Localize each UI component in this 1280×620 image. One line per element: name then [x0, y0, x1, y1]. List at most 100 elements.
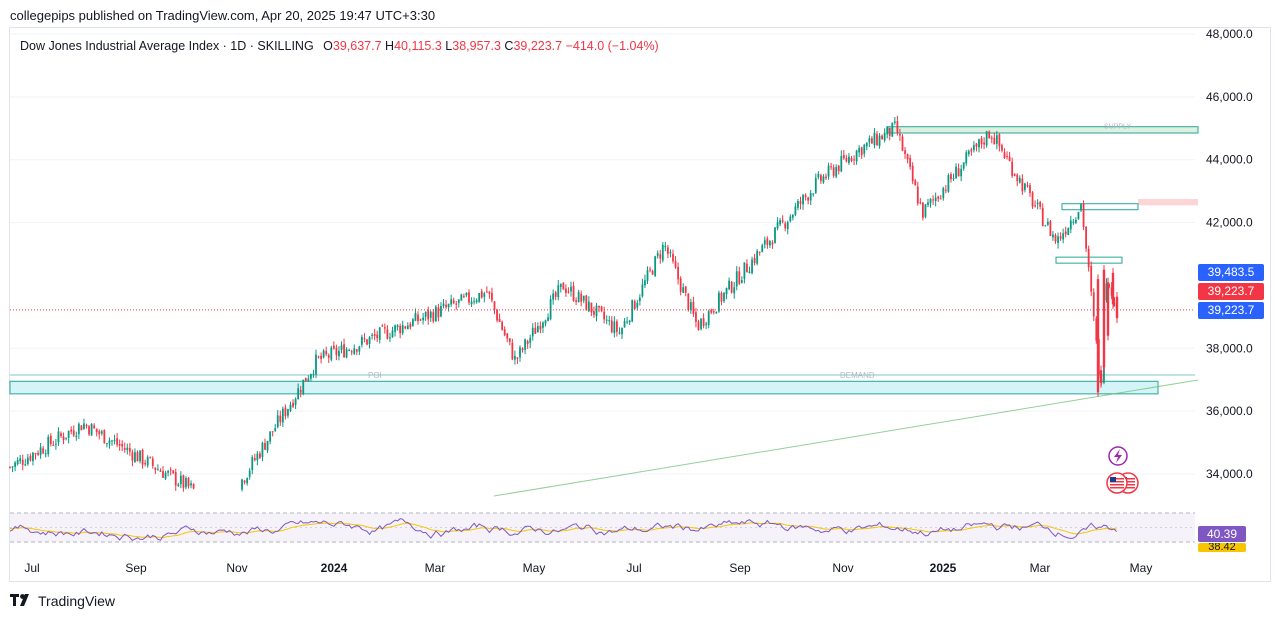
candle-body: [934, 197, 937, 202]
candle-body: [531, 327, 534, 337]
candle-body: [735, 271, 738, 287]
footer-branding[interactable]: TradingView: [10, 593, 115, 609]
candle-body: [835, 167, 838, 177]
candle-body: [437, 307, 440, 318]
candle-body: [692, 301, 695, 314]
overlays-layer: [10, 309, 1199, 497]
candle-body: [417, 314, 419, 322]
x-tick-label: Sep: [125, 561, 147, 575]
candle-body: [529, 337, 532, 343]
candle-body: [118, 444, 121, 446]
candle-body: [1111, 272, 1115, 305]
candle-body: [514, 355, 516, 360]
candle-body: [1090, 265, 1093, 292]
candle-body: [350, 351, 353, 353]
footer-logo-text: TradingView: [38, 593, 116, 609]
candle-body: [633, 301, 636, 309]
candle-body: [455, 303, 458, 305]
candle-body: [325, 351, 328, 355]
candle-body: [483, 293, 486, 297]
candle-body: [284, 407, 287, 417]
trendline: [493, 379, 1199, 497]
candle-body: [338, 350, 340, 357]
candle-body: [853, 159, 855, 161]
candle-body: [863, 144, 866, 154]
candle-body: [134, 452, 136, 462]
candle-body: [404, 326, 407, 329]
candle-body: [820, 175, 822, 181]
candle-body: [544, 320, 547, 324]
candle-body: [72, 430, 75, 436]
candle-body: [511, 342, 514, 360]
candle-body: [656, 253, 659, 256]
candle-body: [682, 287, 685, 293]
tradingview-logo-icon: [10, 593, 34, 609]
candle-body: [1092, 292, 1095, 317]
candle-body: [1077, 212, 1080, 220]
candle-body: [547, 317, 549, 322]
candle-body: [167, 471, 169, 473]
candle-body: [651, 270, 654, 275]
candle-body: [689, 302, 692, 310]
x-tick-label: May: [523, 561, 546, 575]
open-label: O: [323, 39, 333, 53]
candle-body: [618, 332, 621, 334]
candle-body: [373, 333, 376, 337]
candle-body: [440, 306, 442, 317]
candle-body: [998, 134, 1001, 147]
candle-body: [498, 318, 501, 322]
candle-body: [674, 261, 677, 268]
candle-body: [141, 449, 144, 465]
candle-body: [840, 155, 843, 172]
candle-body: [552, 293, 555, 300]
candle-body: [386, 329, 389, 339]
candle-body: [371, 334, 373, 336]
candle-body: [34, 453, 37, 455]
candle-body: [391, 330, 394, 338]
candle-body: [710, 309, 713, 313]
supply-zone-label: SUPPLY: [1104, 124, 1131, 131]
candle-body: [789, 216, 792, 222]
x-tick-label: Sep: [729, 561, 751, 575]
candle-body: [1057, 236, 1059, 244]
candle-body: [266, 440, 269, 451]
x-tick-label: Jul: [24, 561, 39, 575]
candle-body: [725, 287, 728, 295]
candle-body: [868, 138, 871, 143]
candle-body: [294, 398, 297, 405]
candle-body: [557, 285, 560, 298]
candle-body: [580, 293, 583, 302]
candle-body: [646, 270, 649, 281]
low-value: 38,957.3: [452, 39, 501, 53]
candle-body: [978, 139, 980, 148]
candle-body: [605, 319, 608, 321]
candle-body: [468, 292, 470, 303]
candle-body: [761, 245, 764, 253]
candle-body: [720, 293, 723, 302]
candle-body: [1052, 234, 1054, 238]
x-tick-label: Mar: [425, 561, 446, 575]
candle-body: [873, 132, 876, 146]
candle-body: [1006, 156, 1008, 158]
change-value: −414.0 (−1.04%): [565, 39, 659, 53]
candle-body: [623, 321, 626, 328]
candle-body: [740, 280, 743, 283]
candle-body: [401, 325, 404, 334]
candle-body: [669, 252, 672, 254]
candle-body: [672, 253, 674, 262]
candle-body: [304, 377, 307, 382]
candle-body: [888, 127, 891, 136]
candle-body: [753, 257, 756, 263]
candle-body: [445, 304, 447, 308]
low-label: L: [445, 39, 453, 53]
candle-body: [952, 178, 955, 180]
candle-body: [47, 437, 50, 455]
candle-body: [67, 430, 70, 438]
flag-canton: [1110, 477, 1116, 482]
candle-body: [554, 292, 557, 297]
candle-body: [621, 328, 623, 335]
candle-body: [644, 280, 646, 286]
candle-body: [881, 135, 883, 140]
candle-body: [524, 339, 526, 350]
